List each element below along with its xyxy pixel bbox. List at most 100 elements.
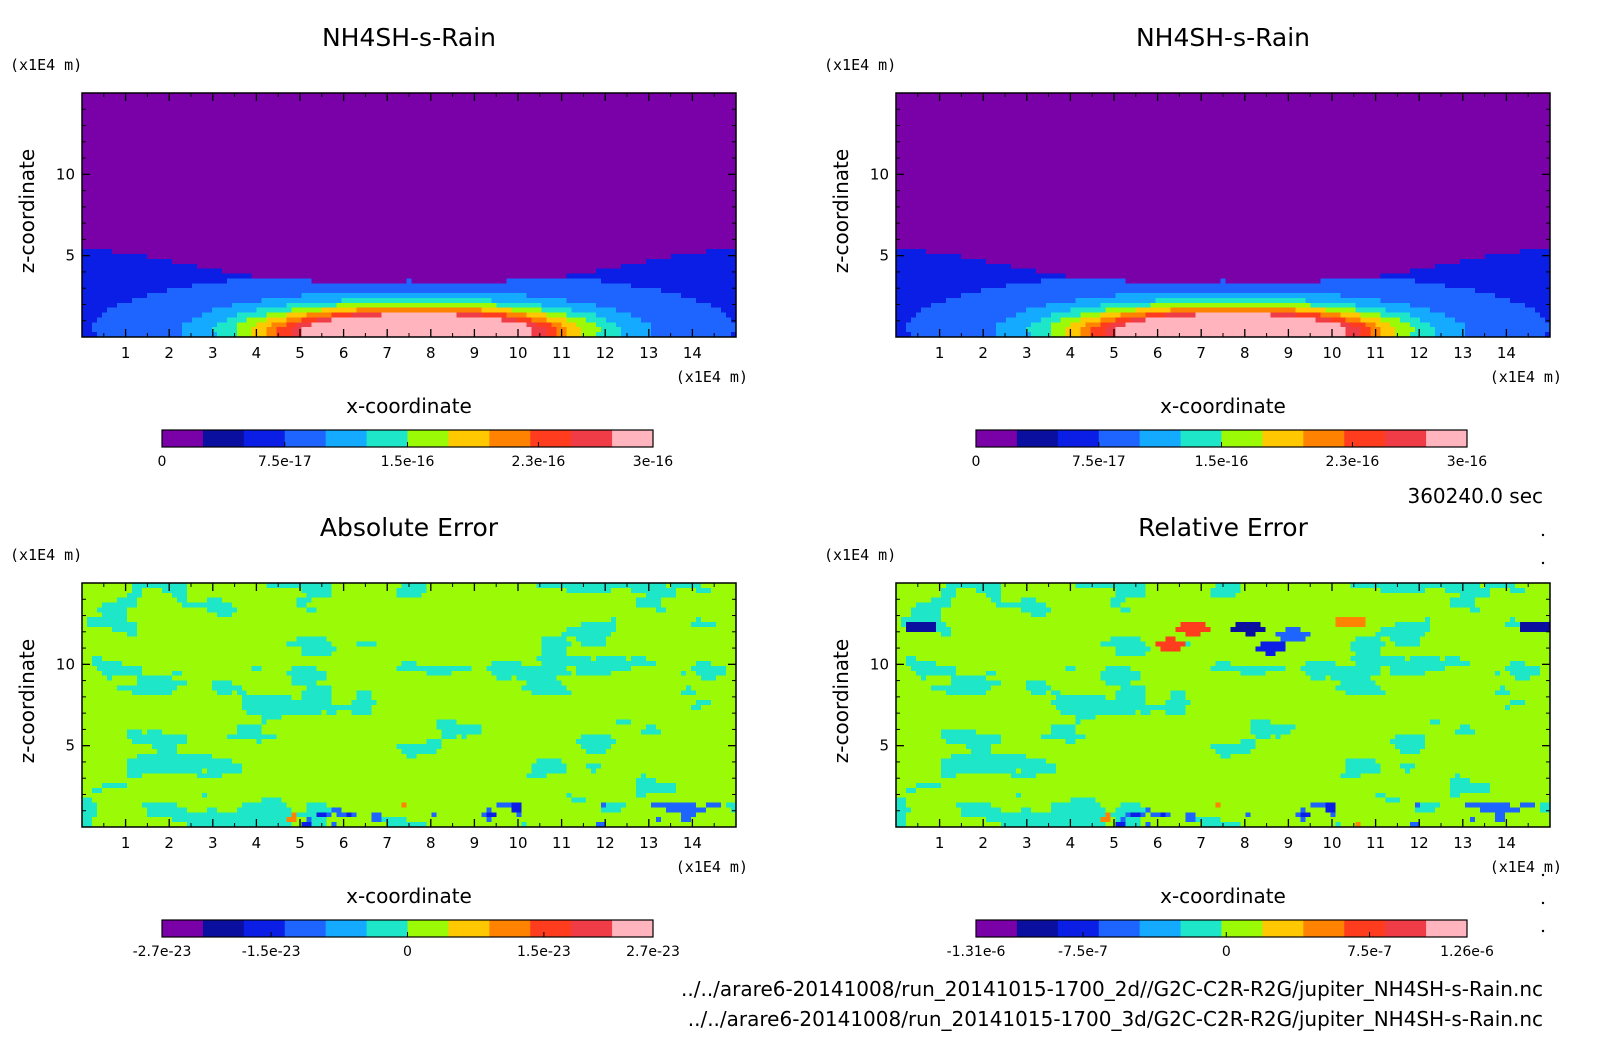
y-tick-label: 5 bbox=[879, 737, 889, 755]
x-tick-label: 10 bbox=[1322, 344, 1341, 362]
x-tick-label: 8 bbox=[1240, 344, 1250, 362]
colorbar-swatch bbox=[1057, 920, 1100, 937]
colorbar-label: 1.5e-23 bbox=[517, 944, 571, 960]
colorbar-swatch bbox=[1344, 430, 1386, 447]
colorbar-swatch bbox=[1139, 430, 1182, 447]
x-tick-label: 4 bbox=[1066, 834, 1076, 852]
x-tick-label: 7 bbox=[1196, 834, 1206, 852]
x-tick-label: 12 bbox=[596, 834, 615, 852]
colorbar-swatch bbox=[202, 430, 245, 447]
x-unit-label: (x1E4 m) bbox=[1490, 368, 1562, 386]
colorbar-swatch bbox=[489, 430, 531, 447]
chart-title: NH4SH-s-Rain bbox=[1136, 23, 1310, 52]
colorbar-swatch bbox=[366, 430, 408, 447]
colorbar: 0 7.5e-17 1.5e-16 2.3e-16 3e-16 bbox=[972, 429, 1487, 470]
colorbar-label: 3e-16 bbox=[633, 454, 673, 470]
colorbar-swatch bbox=[162, 430, 204, 447]
y-axis-label: z-coordinate bbox=[15, 149, 39, 273]
x-tick-label: 7 bbox=[382, 344, 392, 362]
x-tick-label: 8 bbox=[1240, 834, 1250, 852]
x-tick-label: 14 bbox=[683, 344, 702, 362]
colorbar-swatch bbox=[612, 430, 654, 447]
colorbar-swatch bbox=[1180, 430, 1222, 447]
colorbar-swatch bbox=[1303, 920, 1345, 937]
x-tick-label: 3 bbox=[1022, 834, 1032, 852]
y-tick-label: 10 bbox=[870, 655, 889, 673]
x-tick-label: 4 bbox=[252, 834, 262, 852]
contour-field bbox=[896, 93, 1551, 338]
x-unit-label: (x1E4 m) bbox=[676, 858, 748, 876]
colorbar-label: 3e-16 bbox=[1447, 454, 1487, 470]
x-tick-label: 5 bbox=[295, 834, 305, 852]
time-label: 360240.0 sec bbox=[1407, 484, 1543, 508]
colorbar-swatch bbox=[1385, 430, 1427, 447]
x-tick-label: 11 bbox=[552, 344, 571, 362]
colorbar-swatch bbox=[1098, 920, 1141, 937]
colorbar-label: 1.5e-16 bbox=[381, 454, 435, 470]
y-unit-label: (x1E4 m) bbox=[10, 56, 82, 74]
x-tick-label: 10 bbox=[508, 834, 527, 852]
x-tick-label: 11 bbox=[552, 834, 571, 852]
x-tick-label: 10 bbox=[1322, 834, 1341, 852]
colorbar-swatch bbox=[162, 920, 204, 937]
y-axis-label: z-coordinate bbox=[829, 149, 853, 273]
colorbar-swatch bbox=[1426, 920, 1468, 937]
colorbar-swatch bbox=[530, 430, 572, 447]
x-tick-label: 10 bbox=[508, 344, 527, 362]
x-tick-label: 12 bbox=[1410, 344, 1429, 362]
x-tick-label: 13 bbox=[639, 344, 658, 362]
colorbar-swatch bbox=[489, 920, 531, 937]
x-tick-label: 9 bbox=[470, 834, 480, 852]
file-path-1: ../../arare6-20141008/run_20141015-1700_… bbox=[681, 977, 1543, 1001]
colorbar-label: -7.5e-7 bbox=[1058, 944, 1108, 960]
chart-title: NH4SH-s-Rain bbox=[322, 23, 496, 52]
colorbar-swatch bbox=[571, 430, 613, 447]
x-unit-label: (x1E4 m) bbox=[676, 368, 748, 386]
x-tick-label: 5 bbox=[295, 344, 305, 362]
x-tick-label: 3 bbox=[1022, 344, 1032, 362]
chart-panel-2: 1 2 3 4 5 6 7 8 9 10 11 12 13 14510NH4SH-s-Rain(x1E4 … bbox=[824, 23, 1562, 470]
x-tick-label: 3 bbox=[208, 344, 218, 362]
colorbar-swatch bbox=[1016, 430, 1059, 447]
x-tick-label: 5 bbox=[1109, 834, 1119, 852]
x-tick-label: 6 bbox=[339, 834, 349, 852]
colorbar-label: -1.5e-23 bbox=[242, 944, 301, 960]
x-tick-label: 13 bbox=[639, 834, 658, 852]
colorbar-swatch bbox=[407, 920, 449, 937]
y-tick-label: 5 bbox=[65, 247, 75, 265]
colorbar-swatch bbox=[325, 920, 368, 937]
x-axis-label: x-coordinate bbox=[346, 884, 472, 908]
x-tick-label: 7 bbox=[382, 834, 392, 852]
colorbar: -1.31e-6 -7.5e-7 0 7.5e-7 1.26e-6 bbox=[947, 919, 1494, 960]
x-tick-label: 7 bbox=[1196, 344, 1206, 362]
colorbar-swatch bbox=[284, 920, 327, 937]
x-tick-label: 3 bbox=[208, 834, 218, 852]
colorbar-swatch bbox=[1426, 430, 1468, 447]
y-tick-label: 5 bbox=[879, 247, 889, 265]
colorbar-swatch bbox=[1016, 920, 1059, 937]
colorbar-label: 0 bbox=[403, 944, 412, 960]
colorbar-swatch bbox=[976, 430, 1018, 447]
contour-field bbox=[896, 583, 1551, 828]
colorbar-label: 7.5e-17 bbox=[258, 454, 312, 470]
colorbar-swatch bbox=[366, 920, 408, 937]
x-tick-label: 11 bbox=[1366, 344, 1385, 362]
colorbar-label: 0 bbox=[158, 454, 167, 470]
colorbar-swatch bbox=[571, 920, 613, 937]
colorbar-swatch bbox=[1385, 920, 1427, 937]
x-tick-label: 6 bbox=[1153, 834, 1163, 852]
x-tick-label: 6 bbox=[1153, 344, 1163, 362]
colorbar-swatch bbox=[448, 920, 490, 937]
x-tick-label: 6 bbox=[339, 344, 349, 362]
colorbar-label: 2.7e-23 bbox=[626, 944, 680, 960]
x-tick-label: 9 bbox=[470, 344, 480, 362]
contour-field bbox=[82, 583, 737, 828]
x-tick-label: 13 bbox=[1453, 344, 1472, 362]
colorbar-swatch bbox=[1344, 920, 1386, 937]
x-tick-label: 9 bbox=[1284, 834, 1294, 852]
colorbar-swatch bbox=[1221, 430, 1263, 447]
y-axis-label: z-coordinate bbox=[829, 639, 853, 763]
colorbar-label: 0 bbox=[972, 454, 981, 470]
